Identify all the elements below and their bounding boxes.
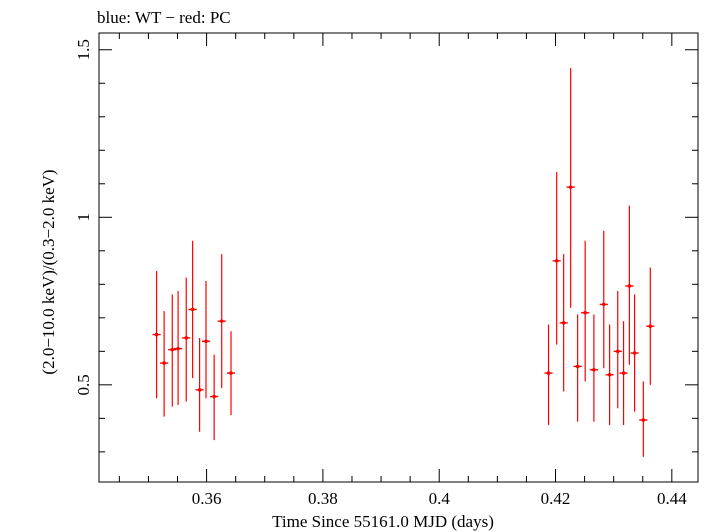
x-tick-label: 0.4 (429, 489, 451, 508)
data-point (639, 381, 648, 457)
x-tick-label: 0.44 (657, 489, 687, 508)
y-tick-label: 0.5 (74, 374, 93, 395)
point-marker (561, 321, 566, 325)
point-marker (601, 302, 606, 307)
data-point (552, 172, 561, 345)
x-axis-label: Time Since 55161.0 MJD (days) (272, 512, 494, 531)
data-point (573, 314, 582, 422)
data-point (589, 314, 598, 422)
data-point (210, 354, 219, 441)
point-marker (607, 372, 612, 377)
point-marker (229, 371, 233, 375)
data-point (201, 280, 211, 399)
point-marker (162, 361, 166, 365)
plot-frame (98, 32, 699, 483)
data-point (630, 294, 639, 412)
point-marker (583, 310, 587, 315)
point-marker (554, 259, 559, 263)
point-marker (575, 364, 580, 369)
data-point (544, 324, 553, 426)
x-tick-label: 0.38 (308, 489, 338, 508)
point-marker (615, 349, 620, 354)
point-marker (546, 371, 551, 375)
data-point (605, 324, 614, 426)
data-point (217, 254, 226, 389)
data-point (613, 291, 622, 409)
point-marker (648, 324, 653, 328)
point-marker (212, 394, 216, 399)
chart-title: blue: WT − red: PC (97, 8, 231, 27)
point-marker (184, 336, 189, 340)
data-point (599, 230, 608, 369)
point-marker (190, 307, 195, 312)
point-marker (176, 346, 180, 351)
point-marker (170, 347, 175, 352)
y-tick-label: 1 (74, 213, 93, 222)
data-point (152, 270, 161, 399)
x-axis: 0.36 0.38 0.4 0.42 0.44 (118, 33, 687, 508)
point-marker (632, 351, 637, 355)
point-marker (568, 185, 573, 189)
data-point (619, 321, 628, 426)
data-point (646, 267, 655, 385)
data-point (160, 311, 169, 417)
point-marker (204, 339, 208, 344)
data-point (168, 294, 177, 407)
point-marker (641, 418, 646, 422)
data-point (581, 240, 590, 382)
point-marker (154, 332, 159, 337)
data-point (188, 240, 197, 379)
data-point (559, 254, 568, 392)
point-marker (621, 371, 626, 375)
data-point (226, 331, 236, 415)
data-point (625, 205, 634, 365)
point-marker (592, 367, 596, 372)
x-tick-label: 0.36 (192, 489, 222, 508)
data-series-red (152, 68, 655, 457)
point-marker (219, 319, 224, 323)
y-axis-label: (2.0−10.0 keV)/(0.3−2.0 keV) (39, 169, 58, 374)
y-tick-label: 1.5 (74, 39, 93, 60)
data-point (174, 291, 183, 405)
point-marker (197, 388, 202, 392)
data-point (566, 68, 575, 308)
data-point (182, 277, 191, 402)
data-point (195, 337, 204, 432)
x-tick-label: 0.42 (541, 489, 571, 508)
y-axis: 0.5 1 1.5 (74, 39, 698, 453)
point-marker (627, 284, 632, 288)
